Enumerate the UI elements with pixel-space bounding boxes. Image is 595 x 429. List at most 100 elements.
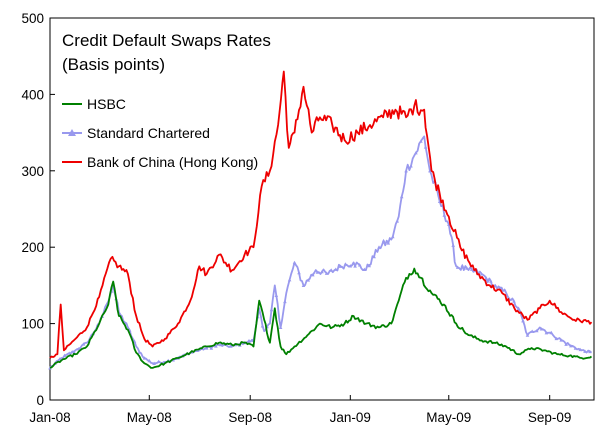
y-tick-label: 100 (21, 317, 44, 332)
series-point (334, 267, 338, 271)
legend-label: HSBC (87, 96, 126, 112)
x-tick-label: Sep-08 (228, 410, 272, 425)
series-point (479, 272, 484, 276)
series-point (516, 306, 521, 310)
series-point (502, 288, 507, 292)
y-tick-label: 300 (21, 164, 44, 179)
series-point (395, 219, 399, 223)
x-axis: Jan-08 May-08 Sep-08 Jan-09 May-09 Sep-09 (29, 395, 571, 425)
series-point (544, 331, 549, 335)
series-point (493, 283, 498, 288)
series-point (76, 347, 81, 351)
series-point (381, 238, 386, 243)
y-axis: 0 100 200 300 400 500 (21, 11, 55, 408)
series-point (554, 336, 559, 341)
series-point (156, 359, 161, 364)
series-point (460, 263, 465, 268)
series-point (297, 270, 301, 275)
legend-item: Standard Chartered (62, 125, 210, 141)
series-point (228, 344, 233, 348)
x-tick-label: May-09 (426, 410, 471, 425)
series-point (283, 299, 287, 304)
series-bank-of-china-hong-kong (49, 70, 593, 359)
series-point (287, 278, 292, 282)
series-point (391, 234, 395, 239)
series-point (209, 346, 214, 350)
series-point (521, 319, 525, 323)
series-point (306, 278, 310, 282)
series-point (81, 342, 86, 346)
series-point (329, 268, 333, 272)
series-point (530, 329, 534, 333)
series-point (58, 357, 62, 361)
series-point (386, 241, 391, 245)
y-tick-label: 500 (21, 11, 44, 26)
series-point (484, 276, 488, 280)
series-point (338, 264, 343, 268)
x-tick-label: Sep-09 (528, 410, 572, 425)
series-point (451, 243, 455, 247)
series-point (465, 266, 469, 270)
series-point (204, 346, 209, 350)
series-point (539, 327, 544, 331)
series-point (292, 260, 297, 265)
series-point (367, 263, 371, 268)
series-point (512, 299, 516, 303)
y-tick-label: 0 (36, 393, 44, 408)
series-line (49, 135, 593, 369)
series-point (320, 269, 324, 274)
legend-label: Bank of China (Hong Kong) (87, 154, 258, 170)
series-point (419, 139, 423, 143)
series-point (147, 358, 152, 363)
series-line (49, 70, 593, 359)
x-tick-label: Jan-09 (330, 410, 371, 425)
x-tick-label: May-08 (127, 410, 172, 425)
series-point (559, 338, 563, 342)
series-point (535, 328, 539, 333)
series-point (409, 164, 413, 168)
x-tick-label: Jan-08 (29, 410, 70, 425)
series-point (549, 330, 554, 335)
series-point (442, 213, 447, 217)
series-point (247, 338, 251, 343)
series-point (399, 194, 404, 199)
series-point (278, 325, 283, 329)
series-point (343, 262, 348, 266)
series-point (564, 342, 568, 346)
series-point (301, 283, 306, 287)
series-point (588, 349, 592, 354)
series-point (152, 361, 156, 365)
series-point (362, 267, 367, 271)
chart-title: Credit Default Swaps Rates (62, 31, 271, 50)
series-point (353, 264, 357, 268)
legend-label: Standard Chartered (87, 125, 210, 141)
series-point (269, 307, 274, 312)
chart-subtitle: (Basis points) (62, 55, 165, 74)
series-point (214, 344, 218, 348)
series-line (49, 267, 593, 369)
series-point (348, 264, 353, 268)
legend-item: Bank of China (Hong Kong) (62, 154, 258, 170)
legend-item: HSBC (62, 96, 126, 112)
series-point (573, 346, 578, 350)
series-point (377, 245, 381, 249)
series-point (62, 353, 67, 357)
series-hsbc (49, 267, 593, 369)
series-point (324, 271, 329, 275)
legend-marker (68, 129, 76, 136)
series-point (137, 350, 142, 354)
series-point (428, 169, 432, 173)
series-point (315, 270, 320, 274)
series-point (72, 350, 76, 354)
plot-frame (49, 17, 595, 401)
series-point (489, 279, 493, 283)
series-point (311, 273, 315, 277)
series-point (455, 265, 460, 269)
y-tick-label: 400 (21, 87, 44, 102)
y-tick-label: 200 (21, 240, 44, 255)
series-point (218, 342, 223, 347)
legend: HSBC Standard Chartered Bank of China (Hon… (62, 96, 258, 170)
series-point (142, 356, 147, 360)
series-layer (48, 70, 593, 370)
